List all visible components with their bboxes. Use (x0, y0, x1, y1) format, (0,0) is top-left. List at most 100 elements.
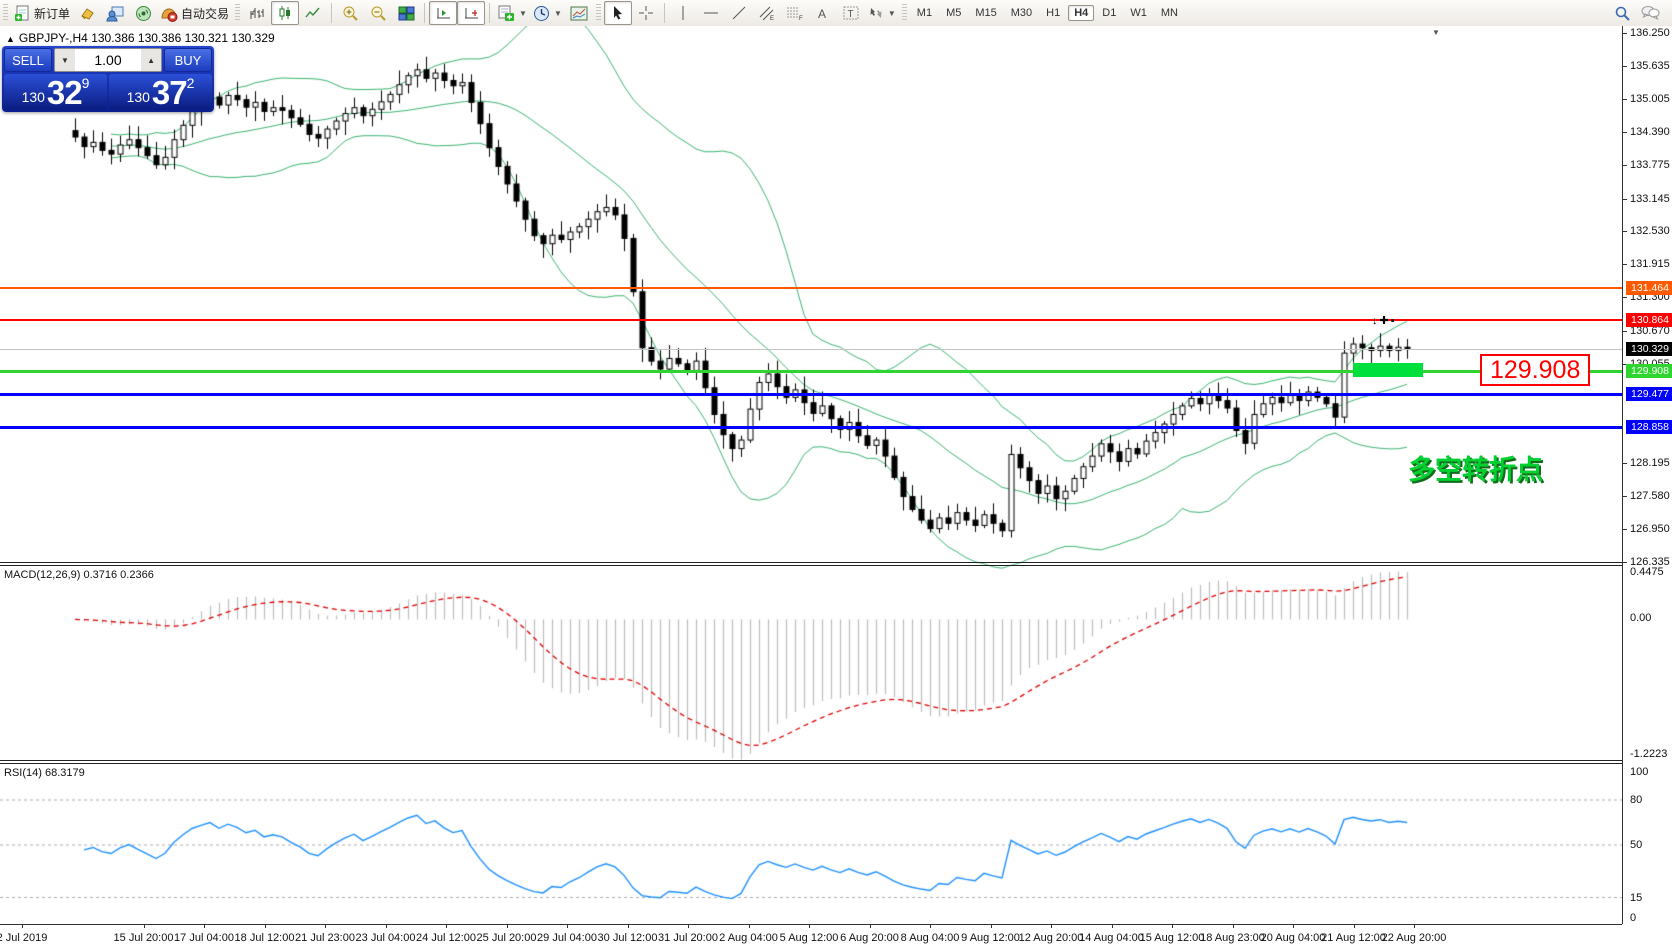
fibonacci-button[interactable]: F (781, 1, 809, 25)
horizontal-line-button[interactable] (697, 1, 725, 25)
volume-decrease-button[interactable]: ▼ (55, 49, 75, 71)
buy-price-sup: 2 (186, 75, 195, 91)
time-axis-label: 20 Aug 04:00 (1260, 932, 1326, 944)
chart-shift-button[interactable] (429, 1, 458, 25)
new-chart-button[interactable]: ▼ (494, 1, 530, 25)
time-axis-line[interactable] (0, 924, 1622, 925)
horizontal-line-131.464[interactable] (0, 287, 1622, 290)
pane-separator[interactable] (0, 565, 1622, 566)
timeframe-w1[interactable]: W1 (1130, 7, 1147, 19)
collapse-arrow-icon[interactable]: ▲ (6, 34, 15, 44)
timeframe-m5[interactable]: M5 (946, 7, 962, 19)
template-button[interactable] (565, 1, 593, 25)
chart-canvas[interactable] (0, 26, 1622, 924)
timeframe-m15[interactable]: M15 (975, 7, 997, 19)
price-tick-label: 136.250 (1630, 27, 1670, 39)
buy-price-prefix: 130 (126, 89, 150, 105)
timeframe-m30[interactable]: M30 (1010, 7, 1033, 19)
timeframe-d1[interactable]: D1 (1102, 7, 1117, 19)
text-button[interactable]: A (809, 1, 837, 25)
chart-shift-marker-icon[interactable]: ▼ (1432, 28, 1440, 37)
toolbar-grip[interactable] (901, 4, 907, 22)
price-tick-label: 127.580 (1630, 489, 1670, 502)
pane-separator[interactable] (0, 562, 1622, 563)
rsi-scale-50: 50 (1630, 839, 1643, 851)
sell-price-prefix: 130 (21, 89, 45, 105)
auto-scroll-button[interactable] (457, 1, 486, 25)
cursor-button[interactable] (603, 1, 632, 25)
price-axis-line[interactable] (1622, 26, 1623, 924)
chat-icon[interactable] (1636, 1, 1664, 25)
bar-chart-button[interactable] (243, 1, 271, 25)
time-tickmark (446, 924, 447, 928)
sell-button[interactable]: SELL (4, 48, 52, 72)
buy-button[interactable]: BUY (164, 48, 212, 72)
trendline-button[interactable] (725, 1, 753, 25)
tile-windows-button[interactable] (392, 1, 420, 25)
candle-marker-icons[interactable]: ↓✚▪ (1372, 315, 1397, 327)
macd-scale-min: -1.2223 (1630, 748, 1668, 760)
time-tickmark (809, 924, 810, 928)
price-tickmark (1622, 529, 1627, 531)
volume-input[interactable] (74, 49, 142, 71)
horizontal-line-130.864[interactable] (0, 319, 1622, 322)
price-tick-label: 130.670 (1630, 324, 1670, 337)
time-tickmark (748, 924, 750, 928)
time-axis-label: 15 Aug 12:00 (1139, 932, 1205, 944)
timeframe-h4[interactable]: H4 (1068, 5, 1095, 21)
time-axis-label: 23 Jul 04:00 (355, 932, 416, 944)
rsi-scale-100: 100 (1630, 766, 1649, 778)
price-tickmark (1622, 462, 1627, 464)
zoom-out-button[interactable] (364, 1, 392, 25)
zoom-in-button[interactable] (336, 1, 364, 25)
toolbar-grip[interactable] (3, 4, 8, 22)
price-annotation-box[interactable]: 129.908 (1480, 354, 1591, 386)
volume-increase-button[interactable]: ▲ (141, 49, 161, 71)
candlestick-chart-button[interactable] (271, 1, 300, 25)
sell-price-button[interactable]: 130 32 9 (4, 74, 107, 110)
horizontal-line-129.477[interactable] (0, 392, 1622, 396)
buy-price-button[interactable]: 130 37 2 (109, 74, 212, 110)
timeframe-mn[interactable]: MN (1160, 7, 1178, 19)
time-axis-label: 31 Jul 20:00 (658, 932, 718, 944)
macd-indicator-label: MACD(12,26,9) 0.3716 0.2366 (4, 569, 154, 581)
crosshair-button[interactable] (632, 1, 660, 25)
market-watch-button[interactable] (101, 1, 129, 25)
equidistant-channel-button[interactable]: E (753, 1, 781, 25)
arrows-button[interactable]: ▼ (865, 1, 899, 25)
green-rectangle-object[interactable] (1353, 363, 1423, 377)
time-tickmark (1232, 924, 1234, 928)
period-button[interactable]: ▼ (530, 1, 565, 25)
pane-separator[interactable] (0, 760, 1622, 761)
text-label-button[interactable]: T (837, 1, 865, 25)
price-level-badge-130.864: 130.864 (1626, 313, 1672, 328)
toolbar-grip[interactable] (235, 4, 241, 22)
toolbar-grip[interactable] (595, 4, 601, 22)
time-tickmark (1172, 924, 1173, 928)
price-tickmark (1622, 165, 1627, 167)
pane-separator[interactable] (0, 763, 1622, 764)
time-axis-label: 24 Jul 12:00 (416, 932, 476, 944)
svg-text:T: T (847, 9, 853, 20)
horizontal-line-128.858[interactable] (0, 425, 1622, 429)
time-tickmark (22, 924, 23, 928)
price-tickmark (1622, 264, 1627, 266)
vertical-line-button[interactable] (669, 1, 697, 25)
search-icon[interactable] (1608, 1, 1636, 25)
chevron-down-icon: ▼ (553, 8, 562, 18)
sell-price-sup: 9 (81, 75, 90, 91)
line-chart-button[interactable] (299, 1, 327, 25)
ohlc-values: 130.386 130.386 130.321 130.329 (91, 31, 275, 45)
signals-button[interactable] (129, 1, 157, 25)
autotrading-button[interactable]: 自动交易 (157, 1, 232, 25)
time-axis-label: 15 Jul 20:00 (113, 932, 174, 944)
time-axis-label: 5 Aug 12:00 (779, 932, 839, 944)
price-level-badge-128.858: 128.858 (1626, 420, 1672, 435)
horizontal-line-129.908[interactable] (0, 369, 1622, 373)
time-axis-label: 12 Aug 20:00 (1018, 932, 1084, 944)
timeframe-m1[interactable]: M1 (916, 7, 933, 19)
timeframe-h1[interactable]: H1 (1046, 7, 1061, 19)
chinese-annotation-text[interactable]: 多空转折点 (1408, 455, 1543, 485)
price-alert-button[interactable] (73, 1, 101, 25)
new-order-button[interactable]: 新订单 (11, 1, 73, 25)
